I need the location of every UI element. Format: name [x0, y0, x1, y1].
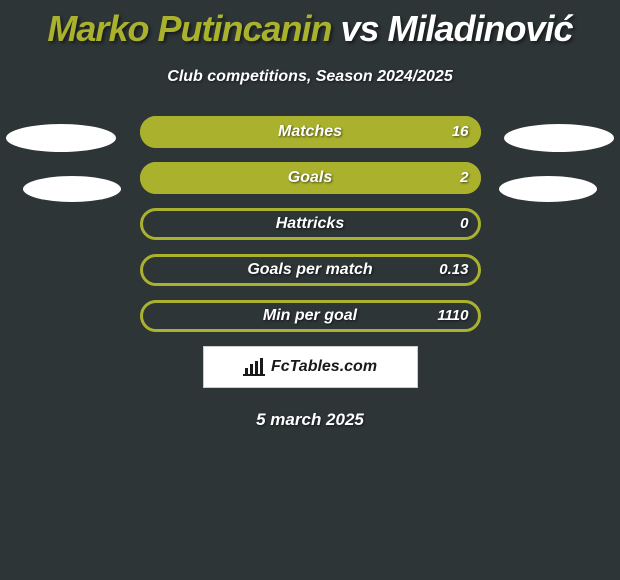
banner-text: FcTables.com — [271, 358, 377, 376]
stat-row: Matches16 — [140, 116, 481, 148]
fctables-banner[interactable]: FcTables.com — [203, 346, 418, 388]
stat-row: Goals2 — [140, 162, 481, 194]
stat-value: 1110 — [437, 300, 468, 332]
player2-photo-placeholder-1 — [504, 124, 614, 152]
stat-label: Hattricks — [140, 208, 481, 240]
stat-value: 2 — [460, 162, 468, 194]
comparison-title: Marko Putincanin vs Miladinović — [0, 0, 620, 50]
bar-chart-icon — [243, 358, 265, 376]
stat-row: Goals per match0.13 — [140, 254, 481, 286]
stat-label: Goals per match — [140, 254, 481, 286]
snapshot-date: 5 march 2025 — [0, 410, 620, 430]
stat-value: 0.13 — [439, 254, 468, 286]
stat-value: 0 — [460, 208, 468, 240]
stat-label: Matches — [140, 116, 481, 148]
stat-label: Goals — [140, 162, 481, 194]
stat-value: 16 — [452, 116, 469, 148]
stats-chart: Matches16 Goals2 Hattricks0 Goals per match… — [0, 116, 620, 332]
stat-row: Hattricks0 — [140, 208, 481, 240]
player1-photo-placeholder-2 — [23, 176, 121, 202]
player2-name: Miladinović — [388, 8, 573, 49]
stat-bars: Matches16 Goals2 Hattricks0 Goals per match… — [140, 116, 481, 332]
season-subtitle: Club competitions, Season 2024/2025 — [0, 68, 620, 86]
player2-photo-placeholder-2 — [499, 176, 597, 202]
player1-name: Marko Putincanin — [47, 8, 331, 49]
stat-row: Min per goal1110 — [140, 300, 481, 332]
vs-label: vs — [340, 8, 378, 49]
stat-label: Min per goal — [140, 300, 481, 332]
player1-photo-placeholder-1 — [6, 124, 116, 152]
